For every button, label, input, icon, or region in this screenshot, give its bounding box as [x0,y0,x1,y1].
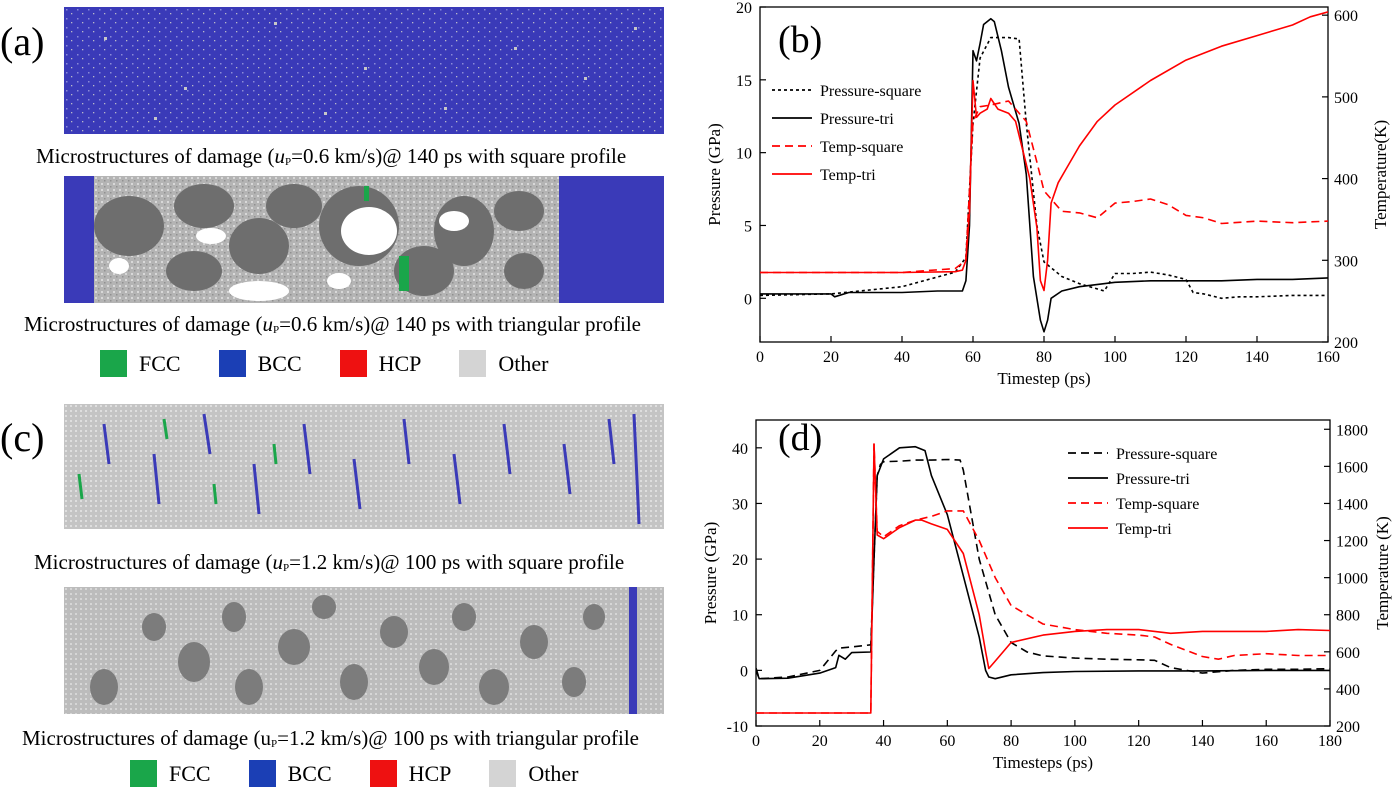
x-tick-label: 60 [939,733,955,750]
y-tick-label: 10 [736,146,752,163]
microstructure-image-c-triangular [64,587,664,714]
x-tick-label: 100 [1103,349,1127,366]
legend-label-fcc: FCC [139,350,181,376]
y-tick-label: 30 [732,496,748,513]
y2-tick-label: 200 [1334,335,1358,352]
x-tick-label: 160 [1316,349,1340,366]
y-tick-label: 5 [744,218,752,235]
series-line-temp-tri [760,11,1328,292]
y2-tick-label: 1000 [1336,571,1368,588]
legend-label-pressure-tri: Pressure-tri [1116,471,1190,488]
x-tick-label: 40 [876,733,892,750]
x-tick-label: 180 [1318,733,1342,750]
phase-legend-a: FCC BCC HCP Other [100,350,587,377]
legend-swatch-hcp [339,350,367,377]
y-tick-label: 0 [744,291,752,308]
legend-swatch-fcc [130,760,157,787]
panel-label: (b) [778,19,822,61]
x-tick-label: 0 [752,733,760,750]
legend-label-pressure-square: Pressure-square [1116,446,1217,463]
y2-tick-label: 500 [1334,90,1358,107]
y-tick-label: 20 [732,552,748,569]
y2-tick-label: 200 [1336,719,1360,736]
y-tick-label: 0 [740,663,748,680]
x-tick-label: 160 [1254,733,1278,750]
panel-label: (d) [778,417,822,459]
legend-label-temp-square: Temp-square [1116,496,1199,513]
y-axis-label: Pressure (GPa) [705,123,724,225]
legend-swatch-other [459,350,487,377]
x-axis-label: Timesteps (ps) [993,753,1093,772]
x-tick-label: 0 [756,349,764,366]
legend-label-hcp: HCP [378,350,422,376]
legend-label-pressure-square: Pressure-square [820,83,921,100]
legend-swatch-other [489,760,517,787]
microstructure-image-a-triangular [64,176,664,303]
legend-label-temp-tri: Temp-tri [820,167,876,184]
y2-tick-label: 1800 [1336,422,1368,439]
series-line-pressure-tri [756,445,1330,680]
legend-label-fcc: FCC [169,760,211,786]
y2-tick-label: 400 [1336,682,1360,699]
legend-label-other: Other [498,350,549,376]
y2-tick-label: 800 [1336,608,1360,625]
x-tick-label: 100 [1063,733,1087,750]
series-line-pressure-square [756,458,1330,680]
y2-tick-label: 1600 [1336,459,1368,476]
y2-axis-label: Temperature(K) [1371,120,1390,229]
phase-legend-c: FCC BCC HCP Other [130,760,617,787]
y2-tick-label: 400 [1334,172,1358,189]
x-tick-label: 120 [1174,349,1198,366]
x-tick-label: 60 [965,349,981,366]
plot-frame [755,419,1331,727]
x-axis-label: Timestep (ps) [997,369,1090,388]
chart-b: 0 20 40 60 80 100 120 140 160 0 5 10 15 20 200 300 400 50… [705,0,1390,388]
legend-swatch-bcc [248,760,276,787]
legend-label-bcc: BCC [287,760,332,786]
legend-swatch-hcp [369,760,397,787]
caption-a-square: Microstructures of damage (uP=0.6 km/s)@… [36,144,627,168]
legend-label-hcp: HCP [408,760,452,786]
series-line-temp-square [756,443,1330,714]
x-tick-label: 140 [1190,733,1214,750]
y2-tick-label: 600 [1334,8,1358,25]
series-line-pressure-tri [760,17,1328,333]
series-line-temp-tri [756,443,1330,714]
y-tick-label: 20 [736,0,752,17]
y-tick-label: 40 [732,441,748,458]
legend-label-temp-square: Temp-square [820,139,903,156]
series-line-temp-square [760,100,1328,274]
chart-d: 0 20 40 60 80 100 120 140 160 180-100102030402004… [701,417,1392,772]
y-tick-label: 15 [736,73,752,90]
y2-tick-label: 600 [1336,645,1360,662]
y2-tick-label: 1200 [1336,534,1368,551]
legend-label-bcc: BCC [257,350,302,376]
y-tick-label: -10 [727,719,748,736]
legend-swatch-bcc [218,350,246,377]
y2-tick-label: 300 [1334,253,1358,270]
x-tick-label: 80 [1003,733,1019,750]
x-tick-label: 20 [812,733,828,750]
x-tick-label: 20 [823,349,839,366]
y-tick-label: 10 [732,608,748,625]
microstructure-image-a-square [64,7,664,134]
x-tick-label: 120 [1127,733,1151,750]
panel-label-a: (a) [0,19,45,64]
microstructure-image-c-square [64,404,664,529]
caption-a-triangular: Microstructures of damage (uP=0.6 km/s)@… [24,312,642,336]
legend-label-other: Other [528,760,579,786]
x-tick-label: 80 [1036,349,1052,366]
legend-swatch-fcc [100,350,127,377]
legend-label-pressure-tri: Pressure-tri [820,111,894,128]
x-tick-label: 140 [1245,349,1269,366]
panel-label-c: (c) [0,415,45,460]
y-axis-label: Pressure (GPa) [701,522,720,624]
caption-c-triangular: Microstructures of damage (uP=1.2 km/s)@… [22,726,640,750]
legend-label-temp-tri: Temp-tri [1116,521,1172,538]
caption-c-square: Microstructures of damage (uP=1.2 km/s)@… [34,550,625,574]
y2-tick-label: 1400 [1336,496,1368,513]
y2-axis-label: Temperature (K) [1373,516,1392,630]
x-tick-label: 40 [894,349,910,366]
